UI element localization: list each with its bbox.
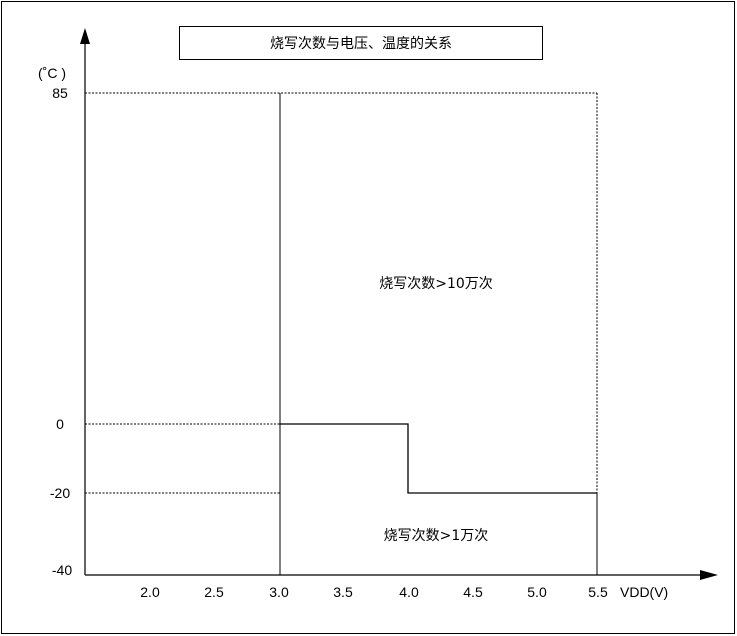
x-tick-2-5: 2.5 (204, 584, 224, 600)
y-unit-label: (˚C ) (38, 65, 66, 81)
boundary-step (280, 423, 597, 494)
diagram-title: 烧写次数与电压、温度的关系 (179, 26, 543, 60)
x-axis-label: VDD(V) (620, 584, 668, 600)
y-axis-arrow (80, 28, 90, 44)
y-tick-minus40: -40 (52, 562, 72, 578)
y-tick-85: 85 (52, 85, 68, 101)
x-axis-arrow (700, 570, 718, 580)
y-tick-0: 0 (56, 416, 64, 432)
y-tick-minus20: -20 (50, 485, 70, 501)
x-tick-5-5: 5.5 (588, 584, 608, 600)
x-tick-3-5: 3.5 (333, 584, 353, 600)
x-tick-4-0: 4.0 (399, 584, 419, 600)
x-tick-4-5: 4.5 (463, 584, 483, 600)
region-label-lower: 烧写次数>1万次 (384, 528, 489, 544)
x-tick-2-0: 2.0 (140, 584, 160, 600)
x-tick-3-0: 3.0 (269, 584, 289, 600)
region-label-upper: 烧写次数>10万次 (379, 276, 493, 292)
x-tick-5-0: 5.0 (527, 584, 547, 600)
